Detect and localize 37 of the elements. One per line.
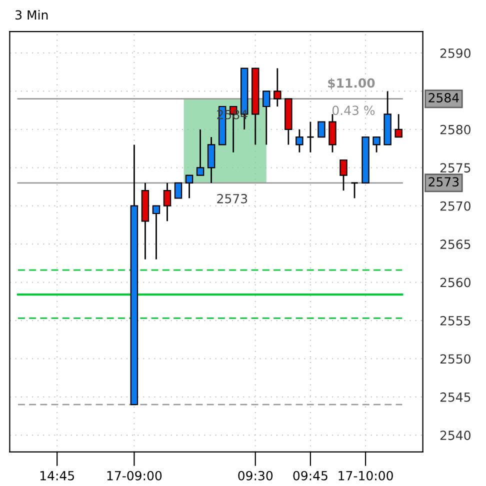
candlestick bbox=[196, 128, 204, 176]
candlestick bbox=[372, 136, 380, 154]
annotation: 2573 bbox=[217, 194, 248, 204]
y-tick-label: 2565 bbox=[440, 240, 470, 250]
candlestick bbox=[163, 182, 172, 222]
x-tick-label: 14:45 bbox=[40, 471, 74, 480]
x-tick-label: 17-10:00 bbox=[338, 470, 393, 480]
y-tick-label: 2540 bbox=[440, 430, 470, 440]
y-tick-label: 2560 bbox=[440, 278, 470, 288]
y-tick-label: 2545 bbox=[440, 392, 470, 402]
y-tick-label: 2570 bbox=[440, 201, 470, 211]
candlestick bbox=[340, 159, 348, 192]
x-tick-label: 09:45 bbox=[293, 470, 328, 480]
y-tick-label: 2550 bbox=[440, 354, 470, 364]
candlestick bbox=[274, 68, 282, 108]
annotation: $11.00 bbox=[328, 78, 375, 90]
ref-line-label: 2584 bbox=[428, 93, 459, 102]
y-tick-label: 2590 bbox=[440, 48, 470, 58]
candlestick bbox=[296, 128, 304, 154]
candlestick bbox=[306, 121, 314, 154]
candlestick bbox=[350, 182, 359, 199]
annotation: 2584 bbox=[217, 110, 248, 120]
candlestick bbox=[185, 174, 194, 199]
candlestick bbox=[152, 205, 160, 260]
ref-line-label: 2573 bbox=[428, 177, 459, 187]
y-tick-label: 2555 bbox=[440, 316, 470, 326]
annotation: 0.43 % bbox=[332, 106, 375, 116]
candlestick bbox=[262, 90, 270, 146]
y-tick-label: 2580 bbox=[440, 124, 470, 134]
y-tick-label: 2575 bbox=[440, 163, 470, 173]
chart-title: 3 Min bbox=[16, 10, 48, 20]
candlestick bbox=[318, 121, 326, 138]
candlestick bbox=[394, 113, 402, 138]
x-tick-label: 09:30 bbox=[238, 470, 273, 480]
x-tick-label: 17-09:00 bbox=[107, 470, 162, 480]
candlestick bbox=[174, 182, 182, 199]
candlestick bbox=[207, 136, 216, 184]
